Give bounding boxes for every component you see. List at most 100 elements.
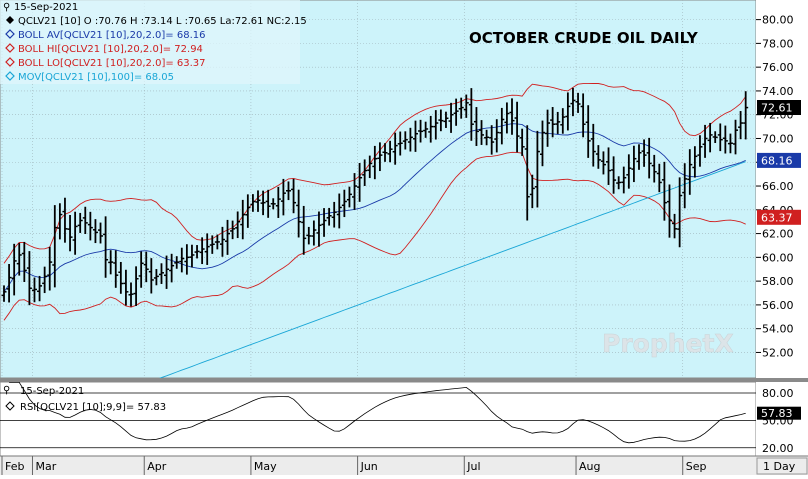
boll-lo-value: 63.37 — [761, 211, 793, 224]
ohlc-bar — [702, 124, 708, 158]
x-tick-label: Apr — [147, 460, 167, 473]
ohlc-bar — [666, 184, 672, 238]
ohlc-bar — [392, 132, 398, 165]
ohlc-bar — [67, 214, 73, 252]
ohlc-bar — [565, 92, 571, 131]
ohlc-bar — [62, 197, 68, 243]
y-tick-label: 66.00 — [762, 180, 794, 193]
ohlc-bar — [412, 120, 418, 152]
ohlc-bar — [326, 207, 332, 226]
ohlc-bar — [179, 247, 185, 273]
diamond-outline-icon — [5, 29, 15, 39]
ohlc-bar — [717, 123, 723, 152]
ohlc-bar — [631, 145, 637, 183]
ohlc-bar — [733, 119, 739, 155]
ohlc-bar — [463, 94, 469, 118]
ohlc-bar — [113, 250, 119, 288]
ohlc-bar — [738, 111, 744, 140]
ohlc-bar — [153, 269, 159, 286]
ohlc-bar — [133, 266, 139, 306]
panel-splitter[interactable] — [0, 378, 808, 382]
y-axis-ticks: 52.0054.0056.0058.0060.0062.0064.0066.00… — [756, 14, 794, 359]
y-tick-label: 52.00 — [762, 346, 794, 359]
legend-box — [0, 0, 300, 84]
ohlc-bar — [219, 226, 225, 257]
ohlc-bar — [164, 255, 170, 289]
legend-rows: BOLL AV[QCLV21 [10],20,2.0]= 68.16 BOLL H… — [5, 29, 206, 83]
ohlc-bar — [489, 125, 495, 155]
last-price-label: 72.61 — [757, 100, 801, 115]
legend-entry: BOLL AV[QCLV21 [10],20,2.0]= 68.16 — [18, 30, 206, 41]
ohlc-bar — [402, 131, 408, 150]
ohlc-bar — [11, 243, 17, 296]
ohlc-bar — [636, 144, 642, 170]
ohlc-bar — [555, 111, 561, 134]
legend-entry: BOLL LO[QCLV21 [10],20,2.0]= 63.37 — [18, 58, 206, 69]
ohlc-bar — [21, 241, 27, 283]
ohlc-bar — [42, 266, 48, 294]
ohlc-bar — [672, 213, 678, 239]
ohlc-bar — [184, 244, 190, 275]
rsi-magnifier-icon[interactable]: ⚲ — [3, 385, 10, 396]
ohlc-bar — [265, 189, 271, 218]
ohlc-bar — [590, 123, 596, 167]
x-tick-label: Jun — [360, 460, 378, 473]
ohlc-bar — [438, 109, 444, 132]
x-axis-labels: Feb Mar Apr May Jun Jul Aug Sep — [1, 456, 706, 475]
ohlc-bar — [539, 120, 545, 167]
ohlc-bar — [47, 246, 53, 291]
ohlc-bar — [296, 189, 302, 238]
y-axis — [756, 0, 808, 378]
y-tick-label: 62.00 — [762, 228, 794, 241]
x-axis — [0, 456, 808, 475]
ohlc-bar — [387, 140, 393, 163]
ohlc-bar — [580, 93, 586, 138]
price-bars — [1, 87, 749, 307]
ohlc-bar — [169, 253, 175, 283]
x-tick-label: Aug — [579, 460, 600, 473]
ohlc-bar — [687, 149, 693, 195]
y-tick-label: 60.00 — [762, 251, 794, 264]
ohlc-bar — [727, 133, 733, 154]
ohlc-bar — [57, 203, 63, 240]
interval-label[interactable]: 1 Day — [763, 460, 796, 473]
ohlc-bar — [362, 159, 368, 186]
ohlc-bar — [291, 178, 297, 214]
main-grid — [0, 0, 756, 378]
ohlc-bar — [280, 178, 286, 216]
ohlc-bar — [204, 233, 210, 265]
interval-selector[interactable] — [756, 457, 808, 475]
ohlc-bar — [656, 163, 662, 193]
boll-lo-line — [3, 151, 746, 321]
ohlc-bar — [743, 91, 749, 140]
ohlc-bar — [448, 102, 454, 133]
ohlc-bar — [473, 107, 479, 146]
ohlc-bar — [352, 173, 358, 210]
ohlc-bar — [484, 129, 490, 146]
rsi-plot-area[interactable] — [0, 381, 757, 457]
ohlc-bar — [341, 189, 347, 218]
ohlc-bar — [377, 142, 383, 172]
chart-title: OCTOBER CRUDE OIL DAILY — [469, 29, 699, 47]
ohlc-bar — [87, 211, 93, 241]
ohlc-bar — [108, 250, 114, 275]
rsi-tick-label: 20.00 — [762, 442, 794, 455]
diamond-outline-icon — [5, 43, 15, 53]
ohlc-bar — [570, 87, 576, 117]
quote-text: QCLV21 [10] O :70.76 H :73.14 L :70.65 L… — [18, 16, 307, 27]
ohlc-bar — [504, 102, 510, 134]
ohlc-bar — [37, 275, 43, 302]
ohlc-bar — [123, 269, 129, 306]
ohlc-bar — [1, 285, 7, 302]
ohlc-bar — [255, 190, 261, 212]
y-tick-label: 54.00 — [762, 323, 794, 336]
ohlc-bar — [682, 163, 688, 209]
ohlc-bar — [372, 145, 378, 180]
ohlc-bar — [722, 125, 728, 154]
y-tick-label: 58.00 — [762, 275, 794, 288]
ohlc-bar — [626, 154, 632, 189]
magnifier-icon[interactable]: ⚲ — [3, 2, 10, 13]
ohlc-bar — [479, 120, 485, 145]
